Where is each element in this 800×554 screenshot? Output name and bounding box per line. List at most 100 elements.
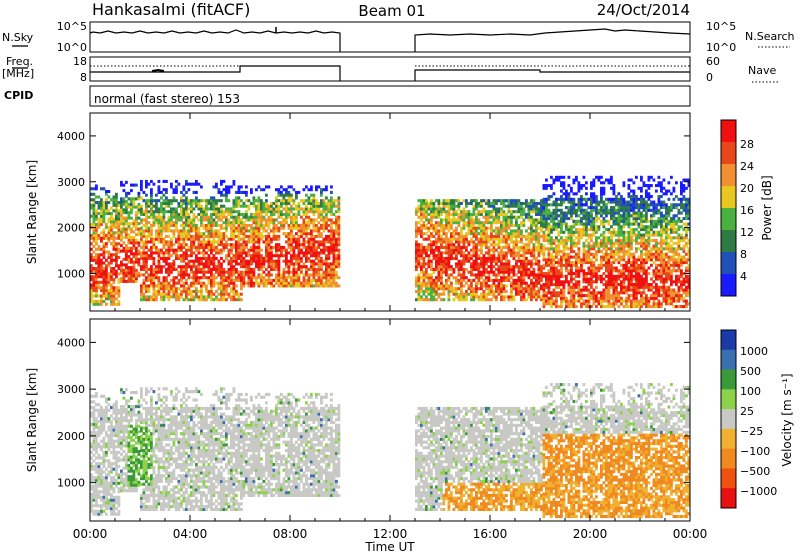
power-cell [452, 199, 456, 203]
power-cell [577, 266, 581, 270]
power-cell [520, 240, 523, 244]
power-cell [190, 281, 193, 285]
power-cell [137, 244, 141, 248]
power-cell [422, 278, 426, 282]
power-cell [527, 201, 531, 205]
power-cell [320, 223, 323, 227]
power-cell [507, 276, 511, 280]
power-cell [147, 226, 151, 230]
power-cell [470, 292, 473, 296]
power-cell [577, 186, 581, 190]
power-cell [430, 292, 433, 296]
power-cell [265, 207, 268, 211]
power-cell [555, 214, 558, 218]
power-cell [137, 249, 141, 253]
power-cell [482, 240, 486, 244]
power-cell [262, 256, 266, 260]
power-cell [305, 284, 308, 288]
power-cell [180, 289, 183, 293]
power-cell [555, 302, 558, 306]
power-cell [542, 200, 546, 204]
power-cell [550, 236, 553, 240]
power-cell [432, 212, 436, 216]
power-cell [527, 287, 531, 291]
power-cell [202, 215, 206, 219]
power-cell [270, 284, 273, 288]
power-cell [185, 199, 188, 203]
power-cell [520, 254, 523, 258]
power-cell [242, 273, 246, 277]
power-cell [547, 277, 551, 281]
power-cell [165, 259, 168, 263]
power-cell [330, 232, 333, 236]
power-cell [572, 250, 576, 254]
power-cell [105, 242, 108, 246]
power-cell [175, 226, 178, 230]
power-cell [500, 292, 503, 296]
power-cell [310, 237, 313, 241]
power-cell [447, 240, 451, 244]
power-cell [197, 270, 201, 274]
power-cell [540, 245, 543, 249]
power-cell [440, 276, 443, 280]
power-cell [537, 218, 541, 222]
power-cell [100, 206, 103, 210]
power-cell [275, 276, 278, 280]
power-cell [502, 210, 506, 214]
power-cell [145, 218, 148, 222]
power-cell [225, 221, 228, 225]
freq-label-1: Freq. [6, 55, 33, 68]
power-cell [415, 284, 418, 288]
power-cell [95, 289, 98, 293]
power-cell [487, 237, 491, 241]
power-cell [465, 248, 468, 252]
power-cell [155, 295, 158, 299]
power-cell [180, 245, 183, 249]
power-cell [565, 280, 568, 284]
power-cell [495, 243, 498, 247]
power-cell [445, 248, 448, 252]
power-cell [525, 201, 528, 205]
power-cell [320, 188, 323, 192]
power-cell [272, 265, 276, 269]
power-cell [545, 283, 548, 287]
power-cell [567, 208, 571, 212]
power-cell [122, 197, 126, 201]
power-cell [110, 278, 113, 282]
power-cell [415, 207, 418, 211]
power-cell [502, 278, 506, 282]
power-cell [145, 270, 148, 274]
power-cell [277, 256, 281, 260]
power-cell [572, 239, 576, 243]
power-cell [280, 201, 283, 205]
power-cell [170, 295, 173, 299]
power-cell [442, 204, 446, 208]
power-cell [232, 256, 236, 260]
power-cell [550, 274, 553, 278]
power-cell [302, 245, 306, 249]
power-cell [582, 299, 586, 303]
power-cell [422, 226, 426, 230]
power-cell [130, 249, 133, 253]
power-cell [325, 207, 328, 211]
power-cell [200, 234, 203, 238]
power-cell [250, 223, 253, 227]
power-cell [172, 262, 176, 266]
power-cell [592, 294, 596, 298]
power-cell [517, 284, 521, 288]
power-cell [200, 218, 203, 222]
power-cell [125, 235, 128, 239]
power-cell [545, 302, 548, 306]
power-cell [97, 236, 101, 240]
power-cell [572, 261, 576, 265]
power-cell [337, 210, 341, 214]
power-cell [162, 295, 166, 299]
power-cell [285, 270, 288, 274]
power-cell [417, 199, 421, 203]
power-cell [477, 201, 481, 205]
power-cell [215, 245, 218, 249]
power-cell [450, 251, 453, 255]
power-cell [420, 254, 423, 258]
power-cell [257, 267, 261, 271]
power-cell [560, 305, 563, 309]
